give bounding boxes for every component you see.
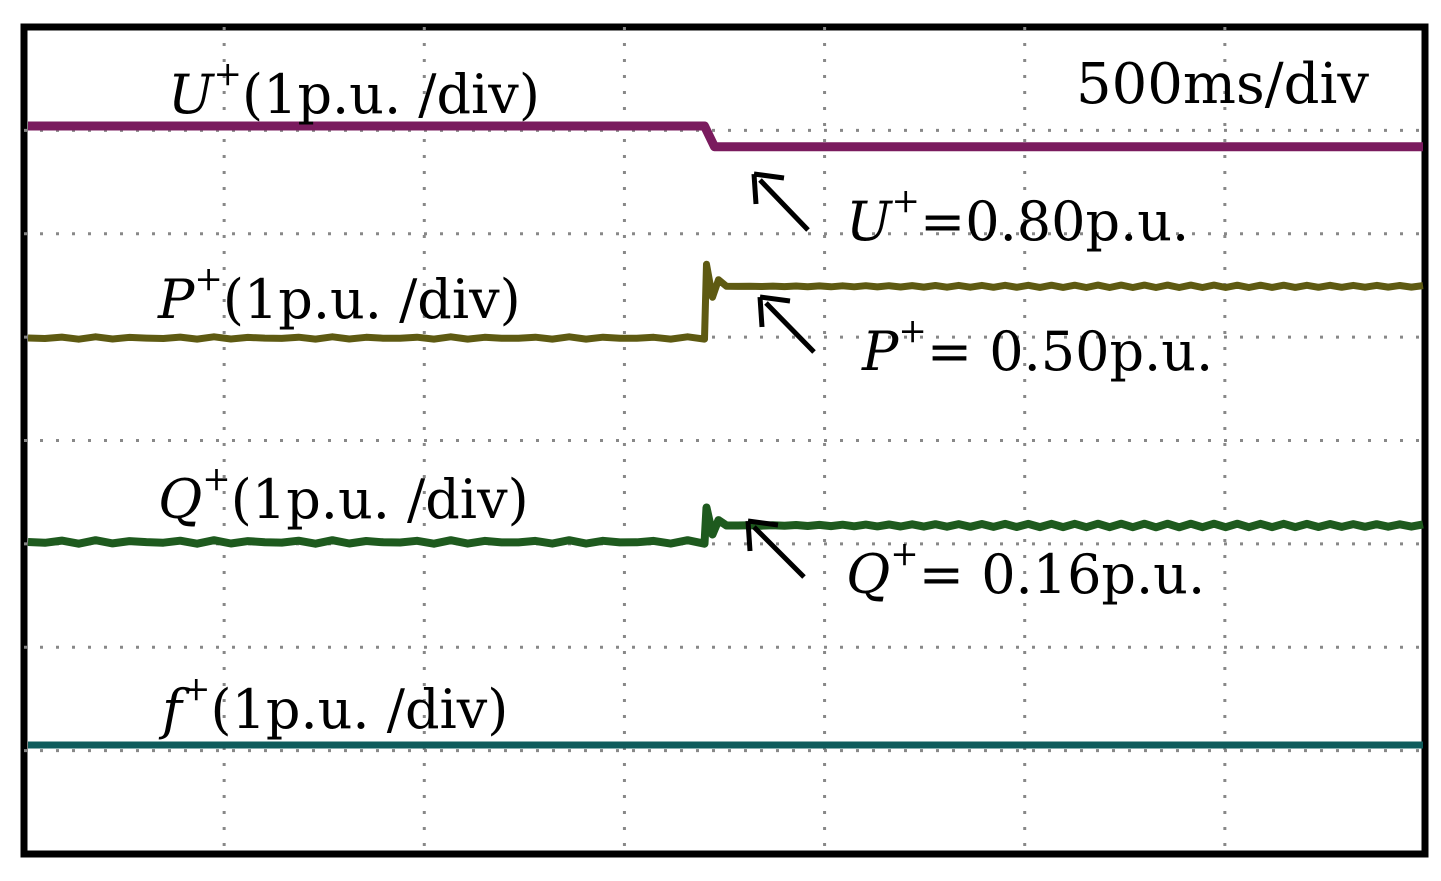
arrow-p — [764, 301, 816, 354]
label-p: P+(1p.u. /div) — [157, 259, 521, 331]
arrow-q-head — [745, 518, 779, 552]
annotation-q: Q+= 0.16p.u. — [745, 518, 1205, 606]
label-q: Q+(1p.u. /div) — [158, 459, 529, 531]
label-f: f+(1p.u. /div) — [158, 669, 508, 741]
trace-u — [28, 121, 1423, 152]
arrow-p-head — [757, 294, 791, 328]
arrow-u-head — [751, 171, 785, 205]
svg-text:P+= 0.50p.u.: P+= 0.50p.u. — [861, 311, 1213, 383]
svg-text:Q+= 0.16p.u.: Q+= 0.16p.u. — [846, 534, 1205, 606]
svg-text:U+=0.80p.u.: U+=0.80p.u. — [846, 181, 1189, 253]
trace-p — [27, 260, 1424, 343]
grid — [24, 27, 1425, 854]
annotation-p: P+= 0.50p.u. — [757, 294, 1213, 383]
plot-frame — [20, 23, 1429, 858]
arrow-u — [758, 178, 810, 232]
arrow-q — [752, 525, 806, 579]
trace-q — [27, 503, 1424, 548]
annotation-u: U+=0.80p.u. — [751, 171, 1189, 253]
time-scale-label: 500ms/div — [1076, 52, 1369, 117]
label-u: U+(1p.u. /div) — [168, 54, 540, 126]
